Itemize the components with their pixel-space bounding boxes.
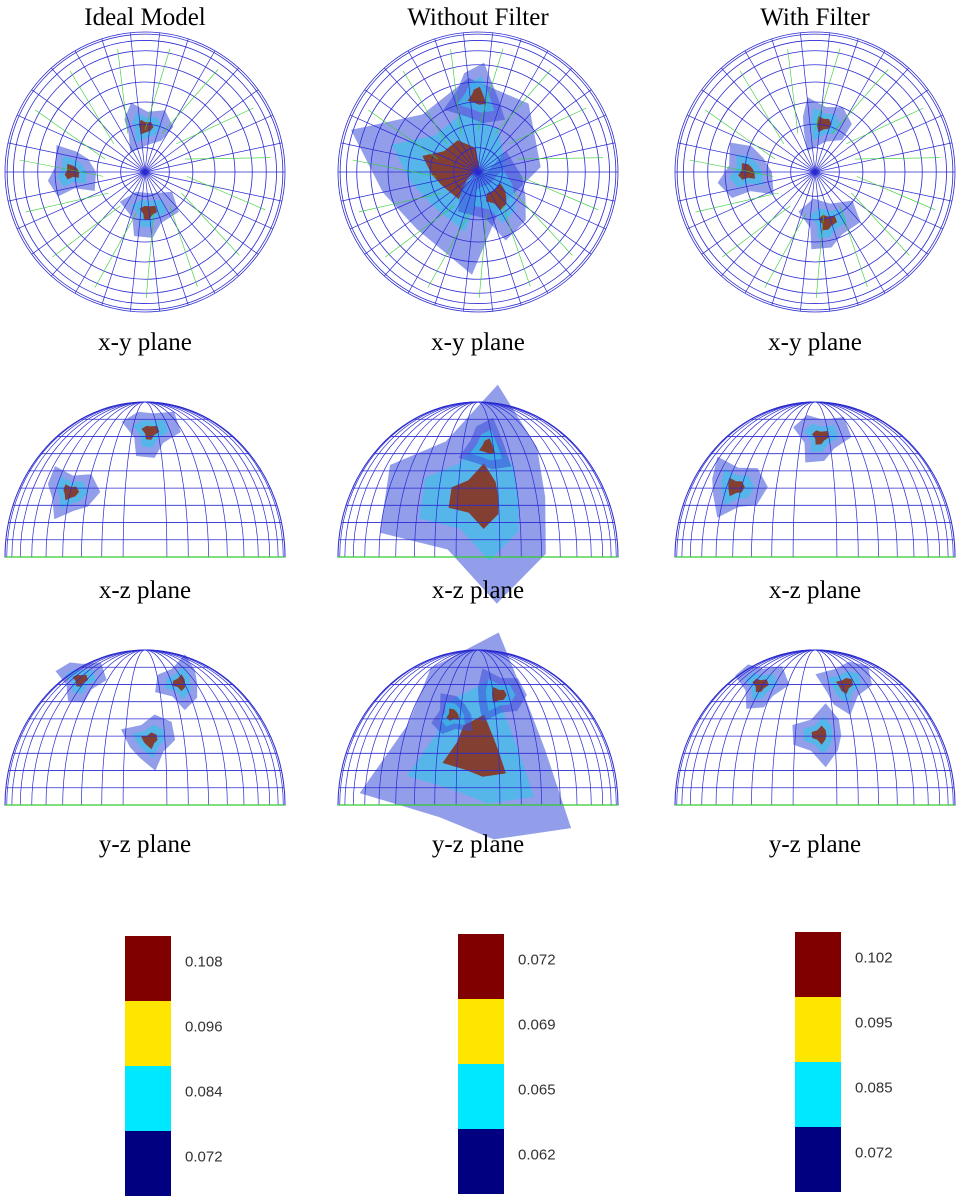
top-view [338, 32, 618, 312]
mesh-line-green [185, 158, 270, 159]
mesh-line-green [181, 193, 239, 255]
panel-label: x-y plane [431, 329, 525, 356]
colorbar-label: 0.084 [185, 1083, 223, 1100]
mesh-line-green [740, 71, 784, 144]
column-title: Ideal Model [84, 4, 206, 31]
top-view [675, 32, 955, 312]
side-view [5, 650, 285, 805]
panel-label: y-z plane [99, 831, 191, 858]
colorbar-segment [458, 1129, 504, 1194]
mesh-line [102, 39, 145, 172]
mesh-line [102, 172, 145, 305]
panel-label: y-z plane [769, 831, 861, 858]
colorbar-segment [125, 1001, 171, 1066]
top-view [5, 32, 285, 312]
column-title: Without Filter [407, 4, 549, 31]
colorbar-label: 0.069 [518, 1016, 556, 1033]
mesh-line-green [788, 49, 798, 134]
mesh-line-green [520, 176, 598, 209]
mesh-line-green [70, 71, 114, 144]
side-view [338, 633, 618, 840]
colorbar-segment [795, 997, 841, 1062]
colorbar-label: 0.102 [855, 949, 893, 966]
colorbar-segment [125, 936, 171, 1001]
colorbar-segment [458, 999, 504, 1064]
colorbar-segment [125, 1131, 171, 1196]
panel-label: x-z plane [769, 577, 861, 604]
colorbar-segment [125, 1066, 171, 1131]
colorbar-label: 0.085 [855, 1079, 893, 1096]
colorbar-label: 0.108 [185, 953, 223, 970]
mesh-line-green [118, 49, 128, 134]
mesh-line-green [855, 158, 940, 159]
panel-label: y-z plane [432, 831, 524, 858]
colorbar-label: 0.072 [185, 1148, 223, 1165]
mesh-line-green [722, 206, 790, 257]
colorbar-segment [458, 1064, 504, 1129]
mesh-line [772, 172, 815, 305]
mesh-line-green [187, 176, 265, 209]
side-view [338, 385, 618, 604]
mesh-line-green [832, 69, 888, 133]
panel-label: x-y plane [768, 329, 862, 356]
colorbar-label: 0.065 [518, 1081, 556, 1098]
mesh-line-green [26, 193, 109, 212]
mesh-line-green [162, 69, 218, 133]
side-view [675, 402, 955, 557]
figure: Ideal Model x-y plane x-z plane y-z plane 0.… [0, 0, 958, 1204]
mesh-line-green [52, 206, 120, 257]
panel-label: x-y plane [98, 329, 192, 356]
colorbar-label: 0.095 [855, 1014, 893, 1031]
colorbar-label: 0.072 [855, 1144, 893, 1161]
panel-label: x-z plane [99, 577, 191, 604]
side-view [5, 402, 285, 557]
mesh-line-green [851, 193, 909, 255]
mesh-line-green [170, 206, 198, 287]
panel-label: x-z plane [432, 577, 524, 604]
mesh-line-green [514, 193, 572, 255]
colorbar-label: 0.062 [518, 1146, 556, 1163]
colorbar-segment [795, 932, 841, 997]
colorbar-label: 0.096 [185, 1018, 223, 1035]
mesh-line-green [857, 176, 935, 209]
column-title: With Filter [760, 4, 870, 31]
colorbar-segment [458, 934, 504, 999]
colorbar-segment [795, 1127, 841, 1192]
side-view [675, 650, 955, 805]
colorbar-segment [795, 1062, 841, 1127]
colorbar-label: 0.072 [518, 951, 556, 968]
